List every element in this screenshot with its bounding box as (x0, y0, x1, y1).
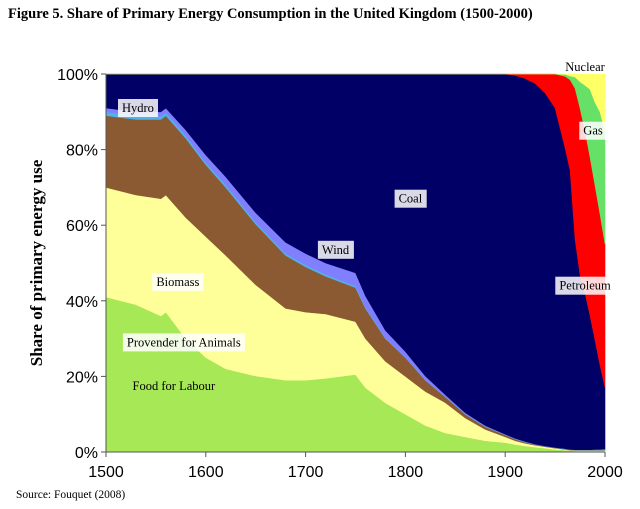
label-nuclear: Nuclear (565, 60, 605, 74)
label-box (128, 376, 221, 395)
label-gas: Gas (579, 121, 607, 140)
x-tick-label: 1500 (88, 464, 124, 481)
label-coal: Coal (394, 189, 427, 208)
area-nuclear (106, 73, 606, 131)
label-box (118, 99, 158, 117)
y-tick-label: 60% (66, 218, 98, 235)
x-tick-label: 2000 (587, 464, 623, 481)
y-axis-label: Share of primary energy use (27, 159, 46, 366)
label-text: Biomass (156, 275, 199, 289)
label-box (152, 272, 204, 291)
y-tick-label: 80% (66, 143, 98, 160)
label-text: Nuclear (565, 60, 605, 74)
label-text: Hydro (122, 101, 154, 115)
label-text: Coal (399, 192, 423, 206)
y-tick-label: 100% (57, 67, 98, 84)
label-box (317, 240, 354, 259)
label-hydro: Hydro (118, 99, 158, 117)
y-tick-label: 0% (75, 445, 98, 462)
label-food-for-labour: Food for Labour (128, 376, 221, 395)
label-biomass: Biomass (152, 272, 204, 291)
label-text: Food for Labour (133, 379, 216, 393)
label-box (579, 121, 607, 140)
area-layers (105, 73, 606, 453)
x-tick-label: 1700 (288, 464, 324, 481)
label-box (555, 276, 615, 295)
label-box (394, 189, 427, 208)
label-box (122, 333, 245, 352)
label-text: Wind (322, 243, 350, 257)
series-labels: Food for Labour Provender for Animals Biom… (118, 60, 615, 395)
figure-title: Figure 5. Share of Primary Energy Consum… (8, 6, 533, 22)
x-tick-label: 1900 (487, 464, 523, 481)
label-provender-for-animals: Provender for Animals (122, 333, 245, 352)
y-tick-label: 40% (66, 294, 98, 311)
x-tick-label: 1600 (188, 464, 224, 481)
y-tick-label: 20% (66, 369, 98, 386)
label-petroleum: Petroleum (555, 276, 615, 295)
source-note: Source: Fouquet (2008) (16, 489, 126, 501)
label-text: Gas (583, 124, 603, 138)
label-wind: Wind (317, 240, 354, 259)
label-text: Petroleum (559, 279, 611, 293)
label-text: Provender for Animals (127, 335, 241, 349)
axes: 0% 20% 40% 60% 80% 100% 1500 1600 1700 1800 1900 20… (57, 67, 623, 481)
x-tick-label: 1800 (388, 464, 424, 481)
